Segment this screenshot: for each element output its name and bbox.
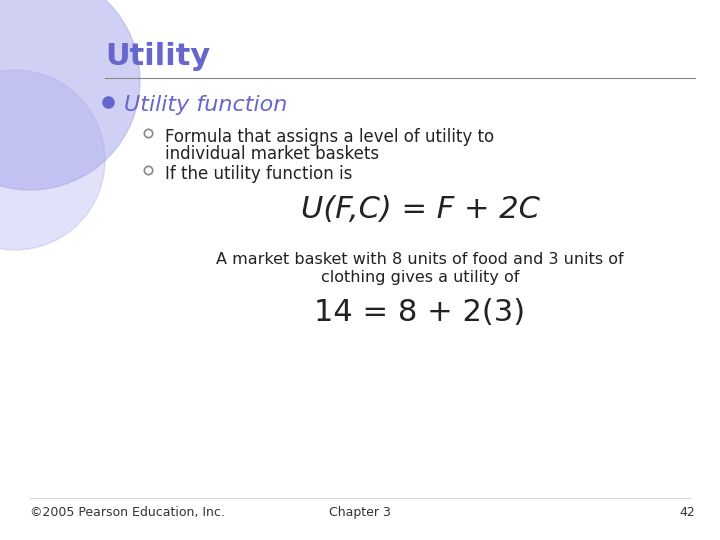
Text: individual market baskets: individual market baskets — [165, 145, 379, 163]
Text: clothing gives a utility of: clothing gives a utility of — [321, 270, 519, 285]
Text: If the utility function is: If the utility function is — [165, 165, 352, 183]
Text: ©2005 Pearson Education, Inc.: ©2005 Pearson Education, Inc. — [30, 506, 225, 519]
Text: Formula that assigns a level of utility to: Formula that assigns a level of utility … — [165, 128, 494, 146]
Text: Utility: Utility — [105, 42, 210, 71]
Text: 42: 42 — [679, 506, 695, 519]
Text: U(F,C) = F + 2C: U(F,C) = F + 2C — [300, 195, 539, 224]
Circle shape — [0, 0, 140, 190]
Text: A market basket with 8 units of food and 3 units of: A market basket with 8 units of food and… — [216, 252, 624, 267]
Text: Chapter 3: Chapter 3 — [329, 506, 391, 519]
Text: 14 = 8 + 2(3): 14 = 8 + 2(3) — [315, 298, 526, 327]
Circle shape — [0, 70, 105, 250]
Text: Utility function: Utility function — [124, 95, 287, 115]
